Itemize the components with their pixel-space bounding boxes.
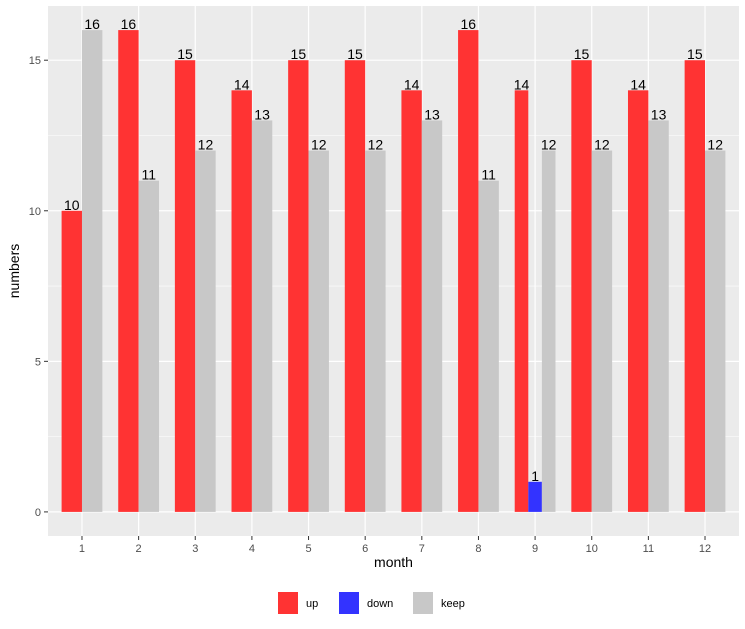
bar-label-up-2: 16 [121,16,137,32]
bar-label-up-1: 10 [64,197,80,213]
bar-label-up-9: 14 [514,76,530,92]
bar-up-9 [514,90,529,512]
legend-key-up [278,592,298,614]
bar-up-11 [627,90,649,512]
bars [61,30,726,512]
bar-label-keep-5: 12 [311,137,327,153]
x-tick-label: 10 [586,543,598,555]
legend: up down keep [278,592,465,614]
bar-label-keep-6: 12 [368,137,384,153]
bar-up-6 [344,60,366,512]
x-tick-label: 1 [79,543,85,555]
bar-label-up-12: 15 [687,46,703,62]
bar-up-4 [231,90,252,512]
bar-keep-5 [308,150,329,512]
bar-keep-2 [138,180,160,512]
legend-label-down: down [367,598,393,610]
y-tick-label: 10 [29,206,41,218]
bar-down-9 [528,481,542,512]
y-tick-label: 0 [35,507,41,519]
bar-keep-9 [541,150,556,512]
bar-label-up-8: 16 [460,16,476,32]
x-tick-label: 2 [136,543,142,555]
minor-gridlines [48,135,739,437]
bar-keep-6 [365,150,386,512]
x-tick-label: 11 [643,543,654,555]
bar-label-keep-3: 12 [198,137,214,153]
bar-keep-7 [421,120,443,512]
x-tick-label: 8 [475,543,481,555]
bar-label-keep-1: 16 [84,16,100,32]
bar-label-keep-4: 13 [254,106,270,122]
bar-keep-3 [195,150,216,512]
bar-up-12 [684,60,706,512]
bar-label-up-7: 14 [404,76,420,92]
bar-keep-4 [251,120,273,512]
bar-up-8 [458,30,479,512]
bar-keep-12 [705,150,726,512]
bar-label-up-10: 15 [574,46,590,62]
legend-key-down [339,592,359,614]
bar-label-keep-10: 12 [594,137,610,153]
bar-label-keep-9: 12 [541,137,557,153]
bar-up-1 [61,210,82,512]
x-tick-label: 6 [362,543,368,555]
legend-label-up: up [306,598,318,610]
x-axis: 1 2 3 4 5 6 7 8 9 10 11 12 [79,536,711,555]
y-tick-label: 15 [29,55,41,67]
bar-up-7 [401,90,422,512]
bar-up-10 [571,60,592,512]
x-tick-label: 5 [305,543,311,555]
bar-label-up-4: 14 [234,76,250,92]
bar-label-up-11: 14 [630,76,646,92]
x-tick-label: 12 [699,543,711,555]
bar-label-up-3: 15 [177,46,193,62]
bar-label-up-5: 15 [291,46,307,62]
bar-label-keep-8: 11 [481,167,496,183]
bar-keep-1 [81,30,103,512]
bar-label-keep-12: 12 [707,137,723,153]
bar-up-5 [288,60,309,512]
legend-key-keep [413,592,433,614]
bar-label-up-6: 15 [347,46,363,62]
bar-label-down-9: 1 [531,468,539,484]
bar-keep-8 [478,180,499,512]
bar-label-keep-11: 13 [651,106,667,122]
bar-label-keep-7: 13 [424,106,440,122]
bar-label-keep-2: 11 [142,167,157,183]
bar-up-2 [118,30,139,512]
y-axis-title: numbers [6,244,22,298]
legend-label-keep: keep [441,598,465,610]
x-tick-label: 4 [249,543,255,555]
bar-up-3 [174,60,196,512]
plot-panel [48,6,739,536]
bar-keep-10 [591,150,613,512]
x-axis-title: month [374,554,413,570]
x-tick-label: 3 [192,543,198,555]
x-tick-label: 9 [532,543,538,555]
x-tick-label: 7 [419,543,425,555]
bar-keep-11 [648,120,669,512]
y-axis: 0 5 10 15 [29,55,48,519]
y-tick-label: 5 [35,356,41,368]
